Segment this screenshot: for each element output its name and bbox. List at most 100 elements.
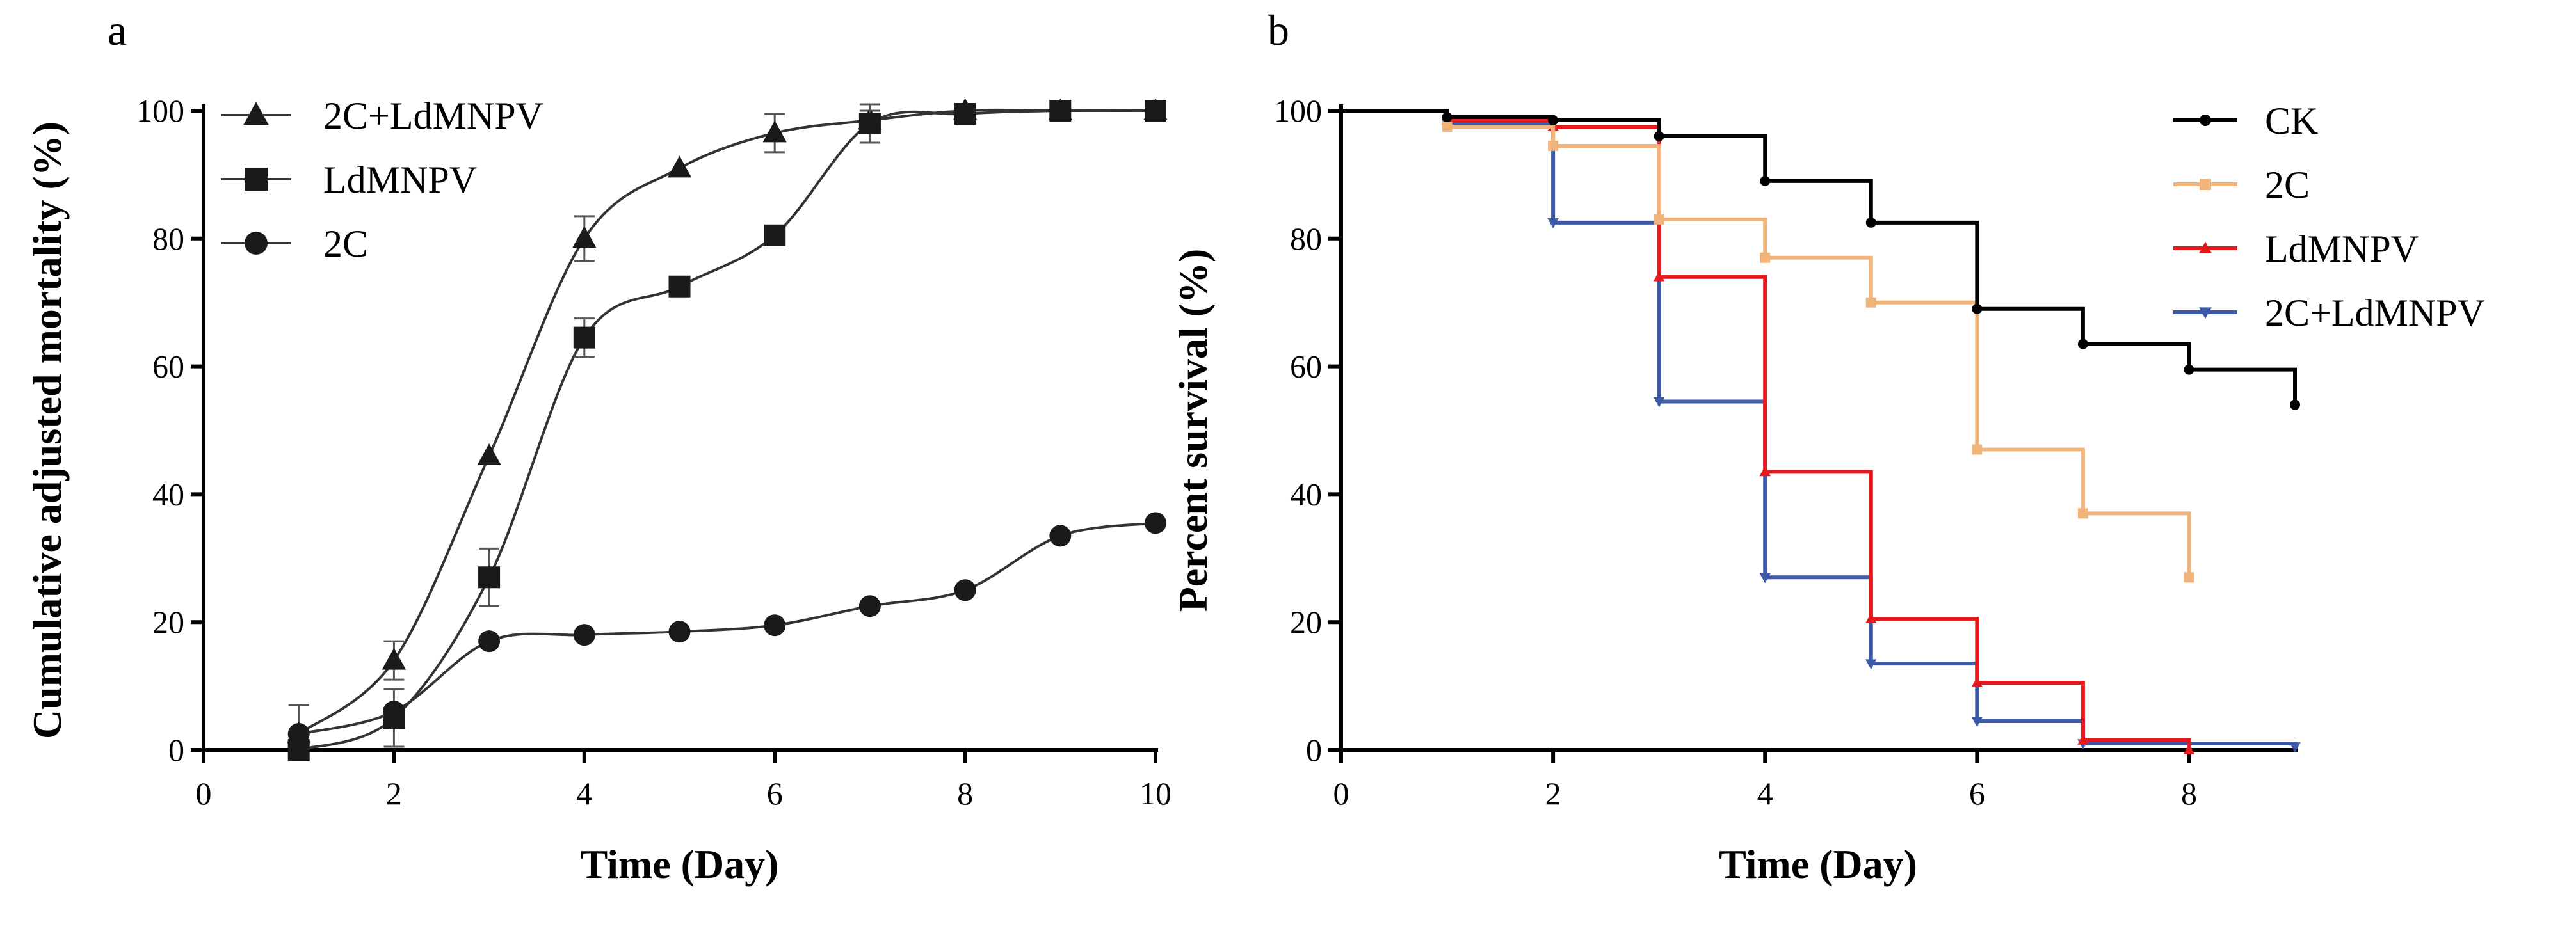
data-point bbox=[1049, 525, 1072, 547]
data-point bbox=[1865, 659, 1877, 670]
data-point bbox=[1442, 121, 1453, 132]
x-tick-label: 6 bbox=[1969, 776, 1985, 811]
data-point bbox=[1145, 512, 1166, 534]
survival-step-line bbox=[1341, 109, 2191, 750]
y-tick-label: 20 bbox=[152, 604, 184, 640]
data-point bbox=[1049, 100, 1072, 122]
series-ldmnpv bbox=[1341, 109, 2195, 754]
y-tick-label: 100 bbox=[1274, 93, 1322, 129]
data-point bbox=[1548, 140, 1559, 151]
legend-marker bbox=[2199, 307, 2212, 319]
data-point bbox=[667, 155, 692, 178]
legend-label: LdMNPV bbox=[323, 159, 477, 201]
legend-marker bbox=[2200, 179, 2211, 190]
legend: CK 2C LdMNPV 2C+LdMNPV bbox=[2173, 100, 2485, 334]
data-point bbox=[668, 275, 691, 298]
data-point bbox=[954, 102, 976, 125]
panel-letter: a bbox=[108, 6, 127, 54]
data-point bbox=[477, 443, 501, 465]
data-point bbox=[1145, 100, 1166, 122]
data-point bbox=[764, 224, 786, 246]
data-point bbox=[382, 648, 407, 670]
data-point bbox=[1547, 218, 1559, 229]
y-tick-label: 100 bbox=[136, 93, 184, 129]
data-point bbox=[1760, 175, 1771, 186]
series-line bbox=[298, 521, 1156, 735]
y-tick-label: 80 bbox=[152, 221, 184, 257]
data-point bbox=[858, 595, 881, 617]
panel-letter: b bbox=[1268, 6, 1289, 54]
series-ck bbox=[1341, 109, 2300, 410]
data-point bbox=[573, 624, 595, 646]
data-point bbox=[1972, 444, 1983, 455]
legend-label: 2C+LdMNPV bbox=[323, 95, 543, 137]
data-point bbox=[668, 621, 691, 643]
data-point bbox=[478, 566, 501, 589]
series-line bbox=[298, 108, 1155, 735]
x-tick-label: 2 bbox=[1545, 776, 1561, 811]
legend-marker bbox=[2200, 115, 2211, 126]
data-point bbox=[572, 226, 597, 248]
x-tick-label: 0 bbox=[196, 776, 212, 811]
x-axis-title: Time (Day) bbox=[581, 841, 779, 887]
y-tick-label: 20 bbox=[1290, 604, 1322, 640]
legend-label: 2C bbox=[323, 223, 368, 265]
data-point bbox=[1865, 297, 1876, 308]
y-tick-label: 60 bbox=[152, 349, 184, 385]
data-point bbox=[478, 630, 501, 653]
x-axis-title: Time (Day) bbox=[1719, 841, 1917, 887]
y-axis-title: Percent survival (%) bbox=[1170, 249, 1216, 612]
data-point bbox=[2077, 338, 2088, 349]
x-tick-label: 6 bbox=[767, 776, 783, 811]
data-point bbox=[1653, 397, 1665, 408]
legend: 2C+LdMNPV LdMNPV 2C bbox=[221, 95, 543, 265]
data-point bbox=[764, 614, 786, 637]
series-ldmnpv bbox=[287, 100, 1166, 761]
data-point bbox=[287, 723, 310, 745]
legend-marker bbox=[245, 168, 268, 191]
y-tick-label: 60 bbox=[1290, 349, 1322, 385]
x-tick-label: 8 bbox=[957, 776, 973, 811]
y-tick-label: 40 bbox=[1290, 476, 1322, 512]
data-point bbox=[1442, 111, 1453, 122]
legend-label: LdMNPV bbox=[2265, 228, 2419, 270]
data-point bbox=[1971, 717, 1983, 728]
data-point bbox=[1865, 613, 1877, 624]
data-point bbox=[1971, 676, 1983, 687]
data-point bbox=[762, 120, 787, 143]
data-point bbox=[1654, 214, 1664, 225]
data-point bbox=[1653, 271, 1665, 282]
legend-marker bbox=[2199, 241, 2212, 253]
data-point bbox=[2184, 364, 2194, 375]
data-point bbox=[1548, 115, 1559, 125]
data-point bbox=[1759, 466, 1771, 477]
data-point bbox=[858, 112, 881, 134]
data-point bbox=[1654, 131, 1664, 141]
data-point bbox=[2290, 399, 2300, 410]
data-point bbox=[1972, 303, 1983, 314]
series-line bbox=[298, 109, 1156, 751]
data-point bbox=[1759, 573, 1771, 584]
data-point bbox=[2289, 742, 2301, 753]
legend-label: 2C+LdMNPV bbox=[2265, 292, 2485, 334]
x-tick-label: 10 bbox=[1139, 776, 1171, 811]
legend-marker bbox=[243, 102, 269, 125]
x-tick-label: 0 bbox=[1333, 776, 1349, 811]
data-point bbox=[954, 579, 976, 601]
x-tick-label: 4 bbox=[576, 776, 592, 811]
y-axis-title: Cumulative adjusted mortality (%) bbox=[24, 122, 70, 739]
survival-step-line bbox=[1341, 109, 2297, 747]
y-tick-label: 80 bbox=[1290, 221, 1322, 257]
data-point bbox=[2077, 508, 2088, 519]
series-2c bbox=[1341, 109, 2194, 583]
x-tick-label: 2 bbox=[386, 776, 402, 811]
data-point bbox=[573, 326, 595, 349]
x-tick-label: 4 bbox=[1757, 776, 1773, 811]
series-2c bbox=[287, 512, 1166, 745]
x-tick-label: 8 bbox=[2181, 776, 2197, 811]
y-tick-label: 40 bbox=[152, 476, 184, 512]
series-2c-ldmnpv bbox=[1341, 109, 2301, 753]
